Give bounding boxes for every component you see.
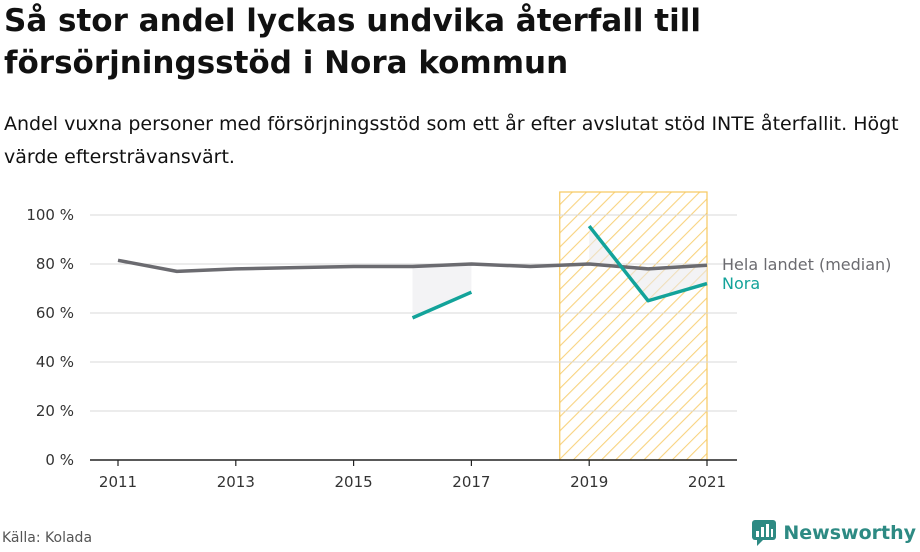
series-line-nora xyxy=(411,290,473,320)
highlight-band xyxy=(559,192,707,460)
series-label-nora: Nora xyxy=(722,274,760,293)
chart-subtitle: Andel vuxna personer med försörjningsstö… xyxy=(4,113,899,168)
y-tick-label: 20 % xyxy=(36,402,74,420)
series-line-national xyxy=(117,258,708,274)
line-chart: 0 % 20 % 40 % 60 % 80 % 100 % 2011 2013 2015 2017… xyxy=(26,191,891,491)
source-note: Källa: Kolada xyxy=(2,530,93,546)
x-tick-label: 2021 xyxy=(688,473,726,491)
y-tick-label: 100 % xyxy=(26,206,74,224)
x-tick-label: 2019 xyxy=(570,473,608,491)
x-tick-label: 2015 xyxy=(335,473,373,491)
chart-title: Så stor andel lyckas undvika återfall ti… xyxy=(4,3,701,81)
series-label-national: Hela landet (median) xyxy=(722,255,891,274)
x-tick-label: 2013 xyxy=(217,473,255,491)
highlight-band-group xyxy=(559,191,708,461)
axis-group: 0 % 20 % 40 % 60 % 80 % 100 % 2011 2013 2015 2017… xyxy=(26,206,737,491)
difference-area xyxy=(412,264,472,318)
newsworthy-logo: Newsworthy xyxy=(751,519,916,547)
y-tick-label: 60 % xyxy=(36,304,74,322)
difference-area xyxy=(589,226,707,301)
x-tick-label: 2017 xyxy=(452,473,490,491)
series-group xyxy=(117,224,708,320)
y-tick-label: 0 % xyxy=(45,451,74,469)
x-tick-label: 2011 xyxy=(99,473,137,491)
y-tick-label: 40 % xyxy=(36,353,74,371)
brand-name: Newsworthy xyxy=(783,522,916,544)
series-label-group: Hela landet (median)Nora xyxy=(722,255,891,293)
series-line-nora xyxy=(587,224,708,303)
difference-area-group xyxy=(412,226,707,318)
newsworthy-logo-icon xyxy=(752,520,777,546)
y-tick-label: 80 % xyxy=(36,255,74,273)
